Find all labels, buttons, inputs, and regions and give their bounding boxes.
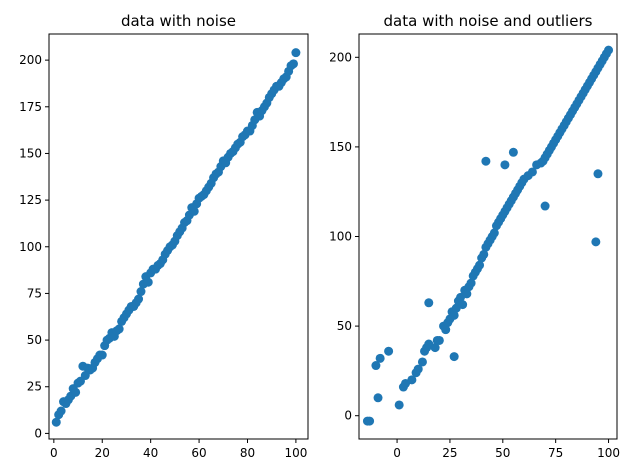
right-scatter-axes: data with noise and outliers 0 50 100 150 20… xyxy=(329,12,620,460)
left-x-tick-label: 60 xyxy=(191,446,206,460)
right-y-axis: 0 50 100 150 200 xyxy=(329,50,359,423)
left-data-point xyxy=(288,59,298,69)
right-scatter-points xyxy=(362,45,614,426)
right-data-point xyxy=(417,357,427,367)
right-y-tick-label: 100 xyxy=(329,230,352,244)
right-x-axis: 0 25 50 75 100 xyxy=(393,439,620,460)
right-data-point xyxy=(373,393,383,403)
left-y-tick-label: 0 xyxy=(34,426,42,440)
right-x-tick-label: 50 xyxy=(495,446,510,460)
left-scatter-points xyxy=(51,48,301,427)
left-data-point xyxy=(291,48,301,58)
left-data-point xyxy=(136,287,146,297)
left-y-tick-label: 50 xyxy=(27,333,42,347)
left-x-tick-label: 80 xyxy=(240,446,255,460)
right-data-point xyxy=(424,298,434,308)
right-axes-frame xyxy=(358,33,618,440)
left-y-tick-label: 25 xyxy=(27,380,42,394)
left-x-tick-label: 0 xyxy=(50,446,58,460)
left-data-point xyxy=(114,324,124,334)
left-data-point xyxy=(71,387,81,397)
right-data-point xyxy=(441,325,451,335)
right-data-point xyxy=(462,289,472,299)
right-data-point xyxy=(475,260,485,270)
right-y-tick-label: 200 xyxy=(329,50,352,64)
right-data-point xyxy=(449,310,459,320)
right-data-point xyxy=(593,169,603,179)
right-x-tick-label: 100 xyxy=(597,446,620,460)
right-data-point xyxy=(540,201,550,211)
right-data-point xyxy=(449,352,459,362)
right-data-point xyxy=(604,45,614,55)
right-data-point xyxy=(591,237,601,247)
right-x-tick-label: 25 xyxy=(442,446,457,460)
left-y-tick-label: 200 xyxy=(19,53,42,67)
right-data-point xyxy=(479,249,489,259)
left-y-axis: 0 25 50 75 100 125 150 175 200 xyxy=(19,53,49,440)
right-x-tick-label: 75 xyxy=(548,446,563,460)
left-axes-frame xyxy=(48,33,309,440)
left-y-tick-label: 100 xyxy=(19,240,42,254)
right-chart-title: data with noise and outliers xyxy=(384,12,593,30)
right-data-point xyxy=(371,361,381,371)
left-y-tick-label: 150 xyxy=(19,146,42,160)
left-data-point xyxy=(143,277,153,287)
left-data-point xyxy=(134,294,144,304)
right-y-tick-label: 150 xyxy=(329,140,352,154)
right-data-point xyxy=(430,343,440,353)
right-data-point xyxy=(527,167,537,177)
right-data-point xyxy=(384,346,394,356)
left-x-tick-label: 20 xyxy=(95,446,110,460)
left-x-axis: 0 20 40 60 80 100 xyxy=(50,439,307,460)
right-data-point xyxy=(394,400,404,410)
left-data-point xyxy=(56,406,66,416)
left-y-tick-label: 175 xyxy=(19,100,42,114)
right-y-tick-label: 50 xyxy=(337,319,352,333)
left-y-tick-label: 75 xyxy=(27,286,42,300)
left-x-tick-label: 100 xyxy=(284,446,307,460)
right-data-point xyxy=(458,300,468,310)
left-data-point xyxy=(51,417,61,427)
right-data-point xyxy=(434,335,444,345)
left-chart-title: data with noise xyxy=(121,12,236,30)
right-data-point xyxy=(375,353,385,363)
left-data-point xyxy=(189,206,199,216)
right-x-tick-label: 0 xyxy=(393,446,401,460)
left-x-tick-label: 40 xyxy=(143,446,158,460)
right-data-point xyxy=(466,278,476,288)
right-data-point xyxy=(489,228,499,238)
right-data-point xyxy=(407,375,417,385)
right-data-point xyxy=(508,147,518,157)
right-data-point xyxy=(365,416,375,426)
left-data-point xyxy=(97,350,107,360)
left-y-tick-label: 125 xyxy=(19,193,42,207)
right-data-point xyxy=(500,160,510,170)
right-data-point xyxy=(481,156,491,166)
right-y-tick-label: 0 xyxy=(344,409,352,423)
right-data-point xyxy=(413,364,423,374)
